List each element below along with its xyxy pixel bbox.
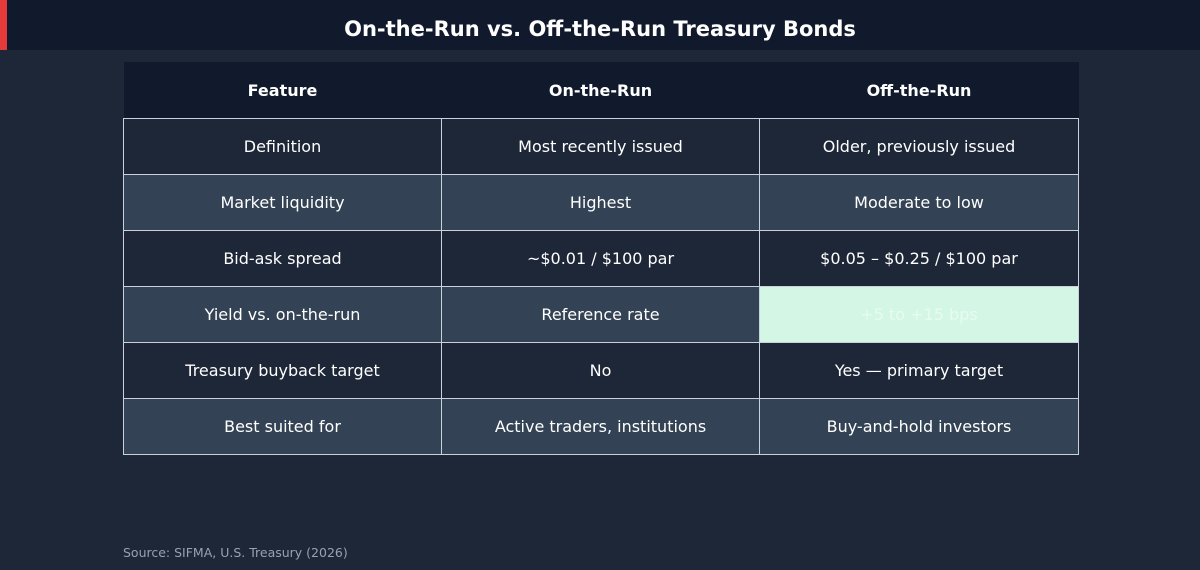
title-bar: [0, 0, 1200, 50]
table-row: Bid-ask spread ~$0.01 / $100 par $0.05 –…: [123, 230, 1079, 287]
cell-on-the-run: Active traders, institutions: [441, 398, 760, 455]
table-header-row: Feature On-the-Run Off-the-Run: [123, 62, 1079, 119]
cell-on-the-run: ~$0.01 / $100 par: [441, 230, 760, 287]
source-note: Source: SIFMA, U.S. Treasury (2026): [123, 545, 348, 560]
header-off-the-run: Off-the-Run: [759, 62, 1079, 119]
cell-feature: Market liquidity: [123, 174, 442, 231]
cell-on-the-run: Highest: [441, 174, 760, 231]
cell-feature: Yield vs. on-the-run: [123, 286, 442, 343]
accent-stripe: [0, 0, 7, 50]
table-row: Yield vs. on-the-run Reference rate +5 t…: [123, 286, 1079, 343]
table-row: Definition Most recently issued Older, p…: [123, 118, 1079, 175]
cell-off-the-run: Yes — primary target: [759, 342, 1079, 399]
cell-on-the-run: Most recently issued: [441, 118, 760, 175]
cell-feature: Treasury buyback target: [123, 342, 442, 399]
cell-on-the-run: No: [441, 342, 760, 399]
cell-off-the-run: Older, previously issued: [759, 118, 1079, 175]
cell-off-the-run: $0.05 – $0.25 / $100 par: [759, 230, 1079, 287]
cell-feature: Best suited for: [123, 398, 442, 455]
cell-feature: Bid-ask spread: [123, 230, 442, 287]
cell-off-the-run-highlighted: +5 to +15 bps: [759, 286, 1079, 343]
comparison-table: Feature On-the-Run Off-the-Run Definitio…: [123, 62, 1079, 455]
table-row: Best suited for Active traders, institut…: [123, 398, 1079, 455]
header-on-the-run: On-the-Run: [441, 62, 760, 119]
comparison-table-container: Feature On-the-Run Off-the-Run Definitio…: [123, 62, 1079, 455]
cell-feature: Definition: [123, 118, 442, 175]
cell-off-the-run: Moderate to low: [759, 174, 1079, 231]
page-title: On-the-Run vs. Off-the-Run Treasury Bond…: [344, 17, 856, 41]
header-feature: Feature: [123, 62, 442, 119]
cell-on-the-run: Reference rate: [441, 286, 760, 343]
table-row: Treasury buyback target No Yes — primary…: [123, 342, 1079, 399]
cell-off-the-run: Buy-and-hold investors: [759, 398, 1079, 455]
table-row: Market liquidity Highest Moderate to low: [123, 174, 1079, 231]
